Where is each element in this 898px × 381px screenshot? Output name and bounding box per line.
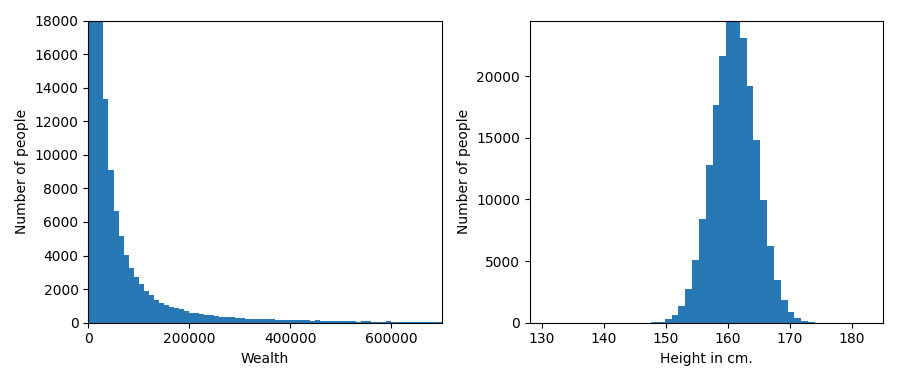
Y-axis label: Number of people: Number of people [456,109,471,234]
Bar [240,319,245,323]
Bar [169,307,174,323]
Bar [295,320,300,323]
Bar [159,303,164,323]
Bar [164,304,169,323]
Bar [767,246,774,323]
Bar [381,322,386,323]
Bar [431,322,436,323]
Bar [411,322,417,323]
Bar [361,321,365,323]
Bar [712,105,719,323]
Bar [113,211,119,323]
Bar [376,322,381,323]
Bar [179,309,184,323]
Bar [801,321,808,323]
Bar [311,321,315,323]
Bar [417,322,421,323]
Bar [149,295,154,323]
Bar [255,319,260,323]
Bar [199,314,205,323]
Bar [305,320,311,323]
Bar [154,300,159,323]
Bar [795,319,801,323]
Bar [189,313,194,323]
Bar [144,291,149,323]
Bar [371,322,376,323]
Bar [396,322,401,323]
Bar [275,320,280,323]
Bar [300,320,305,323]
Bar [330,321,336,323]
Bar [99,0,103,323]
Bar [774,280,780,323]
Bar [184,311,189,323]
Bar [315,320,321,323]
Bar [265,319,270,323]
Bar [119,235,124,323]
Bar [351,321,356,323]
Bar [780,300,788,323]
Bar [234,318,240,323]
Bar [230,317,234,323]
Bar [290,320,295,323]
Bar [365,322,371,323]
Bar [260,319,265,323]
Bar [340,321,346,323]
Bar [406,322,411,323]
X-axis label: Wealth: Wealth [241,352,289,366]
Bar [726,22,733,323]
Bar [679,306,685,323]
Bar [88,0,93,323]
Bar [270,319,275,323]
Bar [658,322,665,323]
Bar [746,86,753,323]
Bar [134,277,139,323]
Bar [392,322,396,323]
Bar [285,320,290,323]
Bar [685,289,692,323]
Bar [699,219,706,323]
Bar [93,0,99,323]
Bar [194,313,199,323]
Bar [761,200,767,323]
Bar [436,322,442,323]
Bar [692,260,699,323]
Bar [336,321,340,323]
Bar [280,320,285,323]
Bar [665,319,672,323]
Bar [245,319,250,323]
Bar [706,165,712,323]
Bar [733,15,740,323]
Bar [128,268,134,323]
Bar [325,320,330,323]
Bar [427,322,431,323]
X-axis label: Height in cm.: Height in cm. [660,352,753,366]
Bar [651,322,658,323]
Bar [321,321,325,323]
Bar [788,312,795,323]
Bar [124,255,128,323]
Bar [808,322,814,323]
Bar [103,99,109,323]
Bar [139,284,144,323]
Bar [109,170,113,323]
Bar [205,315,209,323]
Bar [740,38,746,323]
Bar [401,322,406,323]
Y-axis label: Number of people: Number of people [15,109,29,234]
Bar [719,56,726,323]
Bar [174,308,179,323]
Bar [224,317,230,323]
Bar [753,141,761,323]
Bar [386,322,392,323]
Bar [219,317,224,323]
Bar [346,321,351,323]
Bar [215,316,219,323]
Bar [421,322,427,323]
Bar [209,315,215,323]
Bar [672,315,679,323]
Bar [250,319,255,323]
Bar [356,322,361,323]
